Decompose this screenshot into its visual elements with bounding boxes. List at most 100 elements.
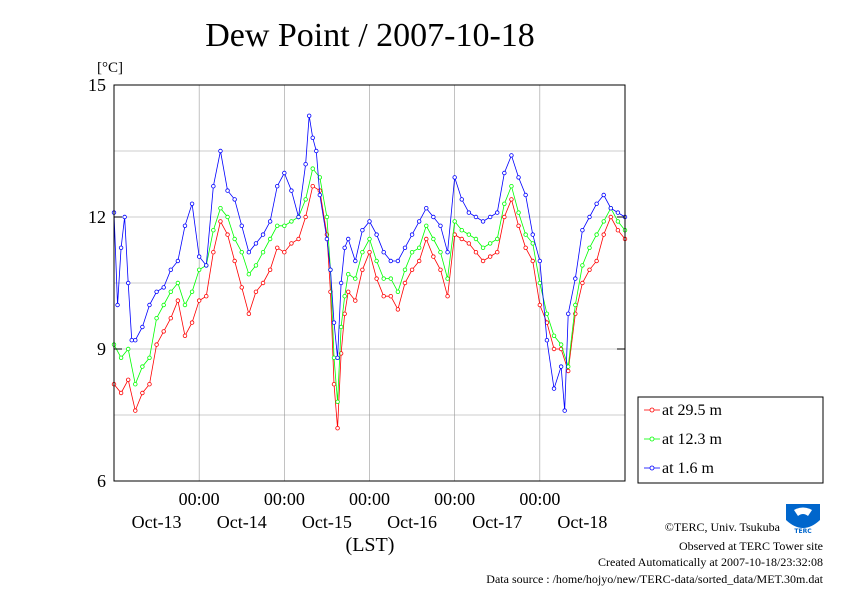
data-point — [446, 250, 450, 254]
data-point — [290, 189, 294, 193]
data-point — [403, 246, 407, 250]
data-point — [275, 184, 279, 188]
data-point — [283, 171, 287, 175]
data-point — [424, 206, 428, 210]
data-point — [318, 193, 322, 197]
data-point — [439, 268, 443, 272]
legend-label: at 1.6 m — [662, 460, 715, 477]
data-point — [602, 193, 606, 197]
data-point — [176, 281, 180, 285]
x-tick-date-label: Oct-15 — [302, 512, 352, 532]
data-point — [212, 228, 216, 232]
data-point — [609, 215, 613, 219]
x-tick-date-label: Oct-17 — [472, 512, 522, 532]
data-point — [439, 224, 443, 228]
data-point — [343, 246, 347, 250]
data-point — [339, 325, 343, 329]
data-point — [531, 242, 535, 246]
data-point — [510, 184, 514, 188]
data-point — [197, 299, 201, 303]
data-point — [552, 387, 556, 391]
data-point — [346, 290, 350, 294]
data-point — [495, 250, 499, 254]
data-point — [382, 277, 386, 281]
data-point — [368, 250, 372, 254]
data-point — [609, 206, 613, 210]
x-axis-label: (LST) — [346, 534, 395, 556]
data-point — [524, 246, 528, 250]
data-point — [545, 312, 549, 316]
data-point — [226, 215, 230, 219]
data-point — [467, 242, 471, 246]
data-point — [574, 303, 578, 307]
data-point — [297, 215, 301, 219]
data-point — [162, 286, 166, 290]
data-point — [283, 250, 287, 254]
data-point — [261, 233, 265, 237]
data-point — [307, 114, 311, 118]
data-point — [325, 237, 329, 241]
data-point — [488, 255, 492, 259]
data-point — [261, 281, 265, 285]
data-point — [219, 149, 223, 153]
data-point — [566, 365, 570, 369]
data-point — [474, 250, 478, 254]
data-point — [219, 206, 223, 210]
data-point — [190, 290, 194, 294]
data-point — [524, 193, 528, 197]
data-point — [531, 233, 535, 237]
x-axis-ticks: 00:00 Oct-13 00:00 Oct-14 00:00 Oct-15 00:00 Oc… — [132, 489, 608, 532]
credit-observed: Observed at TERC Tower site — [679, 539, 823, 553]
data-point — [336, 400, 340, 404]
data-point — [403, 268, 407, 272]
data-point — [290, 220, 294, 224]
data-point — [424, 224, 428, 228]
data-point — [488, 215, 492, 219]
y-tick-label: 15 — [88, 75, 106, 95]
data-point — [183, 303, 187, 307]
y-tick-label: 9 — [97, 339, 106, 359]
data-point — [467, 211, 471, 215]
data-point — [481, 246, 485, 250]
data-point — [297, 237, 301, 241]
data-point — [268, 220, 272, 224]
data-point — [155, 316, 159, 320]
data-point — [410, 250, 414, 254]
data-point — [332, 321, 336, 325]
data-point — [126, 281, 130, 285]
data-point — [133, 382, 137, 386]
data-point — [396, 308, 400, 312]
data-point — [559, 365, 563, 369]
data-point — [339, 281, 343, 285]
data-point — [595, 259, 599, 263]
data-point — [481, 259, 485, 263]
data-point — [566, 312, 570, 316]
grid-lines — [114, 85, 625, 481]
data-point — [169, 290, 173, 294]
credit-copyright: ©TERC, Univ. Tsukuba — [665, 520, 781, 534]
data-point — [446, 277, 450, 281]
data-point — [389, 294, 393, 298]
data-point — [233, 259, 237, 263]
data-point — [176, 299, 180, 303]
data-point — [336, 356, 340, 360]
data-point — [503, 215, 507, 219]
data-point — [588, 246, 592, 250]
data-point — [417, 259, 421, 263]
data-point — [616, 211, 620, 215]
data-point — [133, 338, 137, 342]
data-point — [233, 237, 237, 241]
legend-label: at 29.5 m — [662, 402, 723, 419]
data-point — [190, 202, 194, 206]
y-axis-unit: [°C] — [97, 60, 123, 76]
data-point — [524, 233, 528, 237]
data-point — [290, 242, 294, 246]
data-point — [219, 220, 223, 224]
credit-created: Created Automatically at 2007-10-18/23:3… — [598, 555, 823, 569]
data-point — [566, 369, 570, 373]
data-point — [446, 294, 450, 298]
data-point — [581, 281, 585, 285]
data-point — [602, 233, 606, 237]
data-point — [311, 167, 315, 171]
data-point — [283, 224, 287, 228]
